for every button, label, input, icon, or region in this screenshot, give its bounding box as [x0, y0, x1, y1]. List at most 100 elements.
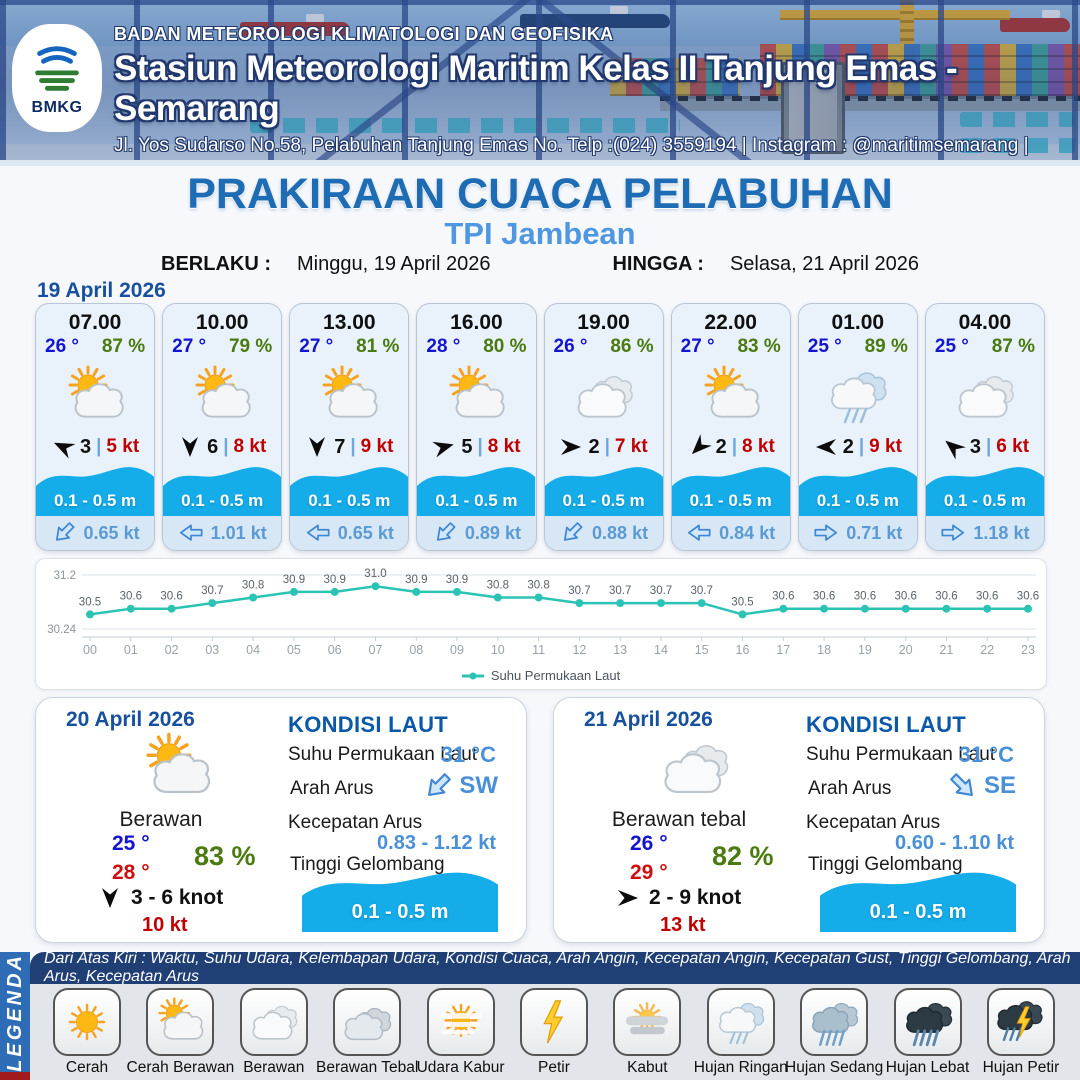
- legend-item-label: Cerah: [65, 1059, 109, 1076]
- hourly-forecast-card: 10.00 27 ° 79 % 6 | 8 kt 0.1 - 0.5 m 1.0…: [162, 303, 283, 551]
- legend-tile: [239, 988, 308, 1056]
- daily-gust: 13 kt: [660, 914, 706, 936]
- current-direction-arrow-icon: [688, 524, 711, 542]
- hourly-forecast-card: 01.00 25 ° 89 % 2 | 9 kt 0.1 - 0.5 m 0.7…: [797, 303, 918, 551]
- forecast-time: 07.00: [68, 311, 122, 334]
- weather-condition-icon: [290, 360, 408, 431]
- chart-legend-label: Suhu Permukaan Laut: [490, 668, 621, 683]
- chart-legend: Suhu Permukaan Laut: [36, 668, 1046, 683]
- hingga-label: HINGGA :: [612, 253, 704, 275]
- svg-text:30.6: 30.6: [854, 591, 876, 603]
- sst-value: 31 °C: [958, 742, 1014, 767]
- svg-text:30.9: 30.9: [324, 574, 346, 586]
- port-name: TPI Jambean: [444, 216, 636, 251]
- legend-tile: [146, 988, 215, 1056]
- wind-direction-arrow-icon: [102, 888, 118, 908]
- svg-text:04: 04: [246, 643, 260, 657]
- wind-direction-arrow-icon: [432, 442, 454, 458]
- svg-text:02: 02: [165, 643, 179, 657]
- daily-wind-speed: 3 - 6 knot: [131, 886, 224, 909]
- humidity: 79 %: [228, 336, 273, 357]
- air-temperature: 27 °: [299, 336, 334, 357]
- daily-wind-row: 3 - 6 knot: [98, 886, 223, 910]
- wave-height-band: 0.1 - 0.5 m: [544, 462, 663, 517]
- legend-item-label: Hujan Ringan: [693, 1059, 788, 1076]
- svg-text:30.7: 30.7: [568, 585, 590, 597]
- svg-text:30.6: 30.6: [976, 591, 998, 603]
- weather-icon-cerah: [68, 1003, 106, 1041]
- weather-condition-icon: [163, 360, 281, 431]
- temp-humidity-row: 26 ° 87 %: [36, 335, 154, 358]
- separator: |: [96, 436, 102, 458]
- weather-icon-berawan: [664, 744, 729, 794]
- legend-item: Cerah Berawan: [127, 988, 234, 1077]
- legend-band-text: LEGENDA: [3, 952, 26, 1072]
- wind-speed: 3: [969, 435, 981, 458]
- legend-tiles: Cerah Cerah Berawan Berawan Berawan Teba…: [30, 986, 1080, 1077]
- wind-direction-arrow-icon: [618, 890, 638, 906]
- svg-text:19: 19: [858, 643, 872, 657]
- svg-text:30.7: 30.7: [691, 585, 713, 597]
- current-direction-arrow-icon: [428, 773, 452, 796]
- wind-row: 7 | 9 kt: [290, 432, 408, 462]
- sst-line-chart: 31.2 30.24 30.5 00 30.6 01 30.6 02 30.7 03 30.8 04 3…: [36, 559, 1046, 664]
- svg-text:13: 13: [613, 643, 627, 657]
- current-speed-value: 0.83 - 1.12 kt: [377, 832, 496, 854]
- station-address: Jl. Yos Sudarso No.58, Pelabuhan Tanjung…: [114, 135, 1029, 156]
- current-speed: 1.01 kt: [210, 522, 267, 543]
- current-row: 0.65 kt: [36, 516, 155, 550]
- legend-tile: [706, 988, 775, 1056]
- forecast-time: 01.00: [831, 311, 885, 334]
- legend-tile: [613, 988, 682, 1056]
- wave-height-label: Tinggi Gelombang: [808, 854, 963, 875]
- bmkg-logo-text: BMKG: [31, 98, 83, 116]
- weather-icon-hujan-sedang: [812, 1002, 859, 1046]
- legend-item: Udara Kabur: [416, 988, 506, 1077]
- svg-text:08: 08: [409, 643, 423, 657]
- current-row: 1.01 kt: [163, 516, 282, 550]
- svg-text:30.7: 30.7: [201, 585, 223, 597]
- current-direction-arrow-icon: [814, 524, 838, 542]
- wave-graphic: [290, 467, 409, 517]
- wind-speed: 2: [588, 435, 600, 458]
- temp-humidity-row: 25 ° 89 %: [799, 335, 917, 358]
- wave-graphic: [671, 467, 790, 517]
- wind-speed: 7: [334, 435, 346, 458]
- separator: |: [350, 436, 356, 458]
- wave-height: 0.1 - 0.5 m: [308, 491, 391, 511]
- wave-graphic: [798, 467, 917, 517]
- forecast-date: 19 April 2026: [37, 279, 166, 302]
- wave-height-box: 0.1 - 0.5 m: [820, 864, 1016, 932]
- daily-temp-max: 28 °: [112, 861, 150, 884]
- weather-icon-udara-kabur: [440, 1003, 481, 1038]
- svg-text:00: 00: [83, 643, 97, 657]
- wave-graphic: [544, 467, 663, 517]
- current-row: 0.88 kt: [544, 516, 663, 550]
- header-text: BADAN METEOROLOGI KLIMATOLOGI DAN GEOFIS…: [114, 24, 1080, 157]
- wind-speed: 5: [461, 435, 473, 458]
- legend-item: Cerah: [42, 988, 132, 1077]
- weather-condition-icon: [926, 360, 1044, 431]
- temp-humidity-row: 27 ° 79 %: [163, 335, 281, 358]
- sst-chart-svg: 31.2 30.24 30.5 00 30.6 01 30.6 02 30.7 03 30.8 04 3…: [47, 568, 1039, 657]
- legend-item-label: Berawan Tebal: [316, 1059, 419, 1076]
- legend-item-label: Hujan Petir: [982, 1059, 1060, 1076]
- weather-icon-berawan: [958, 375, 1014, 418]
- gust-speed: 5 kt: [106, 436, 140, 458]
- weather-icon-cerah-berawan: [704, 365, 760, 418]
- weather-icon-cerah-berawan: [158, 997, 204, 1040]
- current-direction-text: SE: [983, 772, 1016, 799]
- legend-item: Hujan Lebat: [883, 988, 973, 1077]
- daily-condition: Berawan tebal: [611, 808, 747, 831]
- wave-height-box: 0.1 - 0.5 m: [302, 864, 498, 932]
- wave-height-value: 0.1 - 0.5 m: [351, 901, 449, 923]
- current-speed: 0.89 kt: [464, 522, 521, 543]
- gust-speed: 9 kt: [360, 436, 394, 458]
- svg-text:30.8: 30.8: [527, 580, 549, 592]
- svg-text:30.6: 30.6: [1017, 591, 1039, 603]
- wind-speed: 2: [842, 435, 854, 458]
- sst-value: 31 °C: [440, 742, 496, 767]
- svg-text:30.9: 30.9: [405, 574, 427, 586]
- sst-chart-panel: 31.2 30.24 30.5 00 30.6 01 30.6 02 30.7 03 30.8 04 3…: [35, 558, 1047, 690]
